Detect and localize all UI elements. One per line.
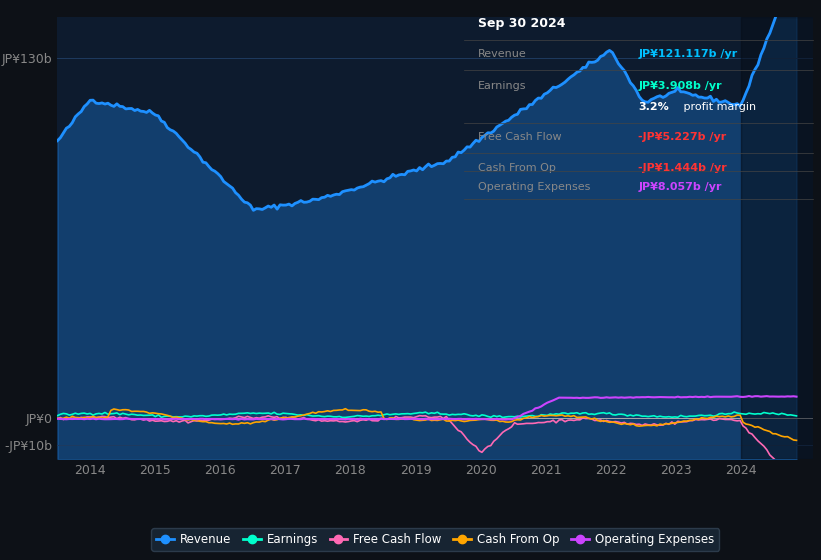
Bar — [741, 17, 819, 459]
Text: -JP¥1.444b /yr: -JP¥1.444b /yr — [639, 162, 727, 172]
Text: Free Cash Flow: Free Cash Flow — [478, 132, 562, 142]
Text: Earnings: Earnings — [478, 81, 526, 91]
Text: JP¥8.057b /yr: JP¥8.057b /yr — [639, 182, 722, 192]
Text: 3.2%: 3.2% — [639, 102, 669, 112]
Text: -JP¥5.227b /yr: -JP¥5.227b /yr — [639, 132, 727, 142]
Text: profit margin: profit margin — [680, 102, 756, 112]
Text: JP¥121.117b /yr: JP¥121.117b /yr — [639, 49, 737, 59]
Text: Cash From Op: Cash From Op — [478, 162, 556, 172]
Text: Revenue: Revenue — [478, 49, 526, 59]
Legend: Revenue, Earnings, Free Cash Flow, Cash From Op, Operating Expenses: Revenue, Earnings, Free Cash Flow, Cash … — [151, 528, 719, 550]
Text: JP¥3.908b /yr: JP¥3.908b /yr — [639, 81, 722, 91]
Text: Operating Expenses: Operating Expenses — [478, 182, 590, 192]
Text: Sep 30 2024: Sep 30 2024 — [478, 17, 566, 30]
